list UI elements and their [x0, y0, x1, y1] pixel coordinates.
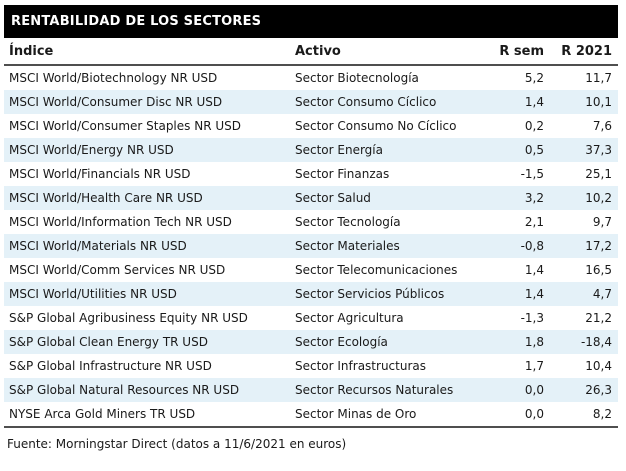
return-ytd-cell: 16,5: [585, 263, 612, 277]
return-week-cell: 2,1: [524, 215, 544, 229]
return-week-cell: 0,0: [524, 383, 544, 397]
table-row: MSCI World/Biotechnology NR USD Sector Bi…: [4, 65, 618, 90]
return-week-cell: -1,5: [520, 167, 544, 181]
asset-name-cell: Sector Agricultura: [295, 311, 404, 325]
table-row: S&P Global Infrastructure NR USD Sector I…: [4, 354, 618, 378]
asset-name-cell: Sector Materiales: [295, 239, 400, 253]
table-row: S&P Global Clean Energy TR USD Sector Eco…: [4, 330, 618, 354]
table-row: MSCI World/Information Tech NR USD Sector…: [4, 210, 618, 234]
table-row: S&P Global Agribusiness Equity NR USD Sec…: [4, 306, 618, 330]
sector-returns-table: Índice Activo R sem R 2021 MSCI World/Bi…: [4, 38, 618, 428]
return-ytd-cell: 17,2: [585, 239, 612, 253]
asset-name-cell: Sector Minas de Oro: [290, 402, 492, 428]
asset-name-cell: Sector Consumo Cíclico: [295, 95, 437, 109]
asset-name-cell: Sector Consumo No Cíclico: [295, 119, 457, 133]
return-week-cell: 1,4: [524, 287, 544, 301]
table-header: Índice Activo R sem R 2021: [4, 38, 618, 66]
index-name-cell: MSCI World/Health Care NR USD: [9, 191, 203, 205]
index-name-cell: MSCI World/Comm Services NR USD: [9, 263, 226, 277]
index-name-cell: MSCI World/Utilities NR USD: [9, 287, 177, 301]
return-ytd-cell: 9,7: [592, 215, 612, 229]
table-row: MSCI World/Financials NR USD Sector Finan…: [4, 162, 618, 186]
table-row: MSCI World/Consumer Staples NR USD Sector…: [4, 114, 618, 138]
table-row: S&P Global Natural Resources NR USD Secto…: [4, 378, 618, 402]
return-week-cell: 0,0: [492, 402, 550, 428]
index-name-cell: MSCI World/Materials NR USD: [9, 239, 187, 253]
return-week-cell: 1,8: [524, 335, 544, 349]
table-row: MSCI World/Comm Services NR USD Sector Te…: [4, 258, 618, 282]
table-row: MSCI World/Utilities NR USD Sector Servic…: [4, 282, 618, 306]
return-week-cell: 1,4: [524, 95, 544, 109]
index-name-cell: MSCI World/Consumer Staples NR USD: [9, 119, 241, 133]
asset-name-cell: Sector Ecología: [295, 335, 388, 349]
table-row: NYSE Arca Gold Miners TR USD Sector Minas…: [4, 402, 618, 428]
column-header-r-2021: R 2021: [550, 38, 618, 66]
return-ytd-cell: 10,2: [585, 191, 612, 205]
asset-name-cell: Sector Salud: [295, 191, 371, 205]
table-row: MSCI World/Health Care NR USD Sector Salu…: [4, 186, 618, 210]
asset-name-cell: Sector Biotecnología: [295, 71, 419, 85]
index-name-cell: S&P Global Infrastructure NR USD: [9, 359, 212, 373]
column-header-activo: Activo: [290, 38, 492, 66]
return-ytd-cell: 7,6: [592, 119, 612, 133]
return-ytd-cell: 11,7: [585, 71, 612, 85]
asset-name-cell: Sector Finanzas: [295, 167, 390, 181]
return-ytd-cell: 10,4: [585, 359, 612, 373]
asset-name-cell: Sector Recursos Naturales: [295, 383, 454, 397]
asset-name-cell: Sector Infrastructuras: [295, 359, 426, 373]
return-week-cell: -0,8: [520, 239, 544, 253]
table-row: MSCI World/Materials NR USD Sector Materi…: [4, 234, 618, 258]
return-week-cell: -1,3: [520, 311, 544, 325]
table-header-row: Índice Activo R sem R 2021: [4, 38, 618, 66]
table-body: MSCI World/Biotechnology NR USD Sector Bi…: [4, 65, 618, 428]
table-row: MSCI World/Consumer Disc NR USD Sector Co…: [4, 90, 618, 114]
panel-title: RENTABILIDAD DE LOS SECTORES: [4, 5, 618, 38]
return-ytd-cell: 26,3: [585, 383, 612, 397]
asset-name-cell: Sector Telecomunicaciones: [295, 263, 458, 277]
return-ytd-cell: 10,1: [585, 95, 612, 109]
return-ytd-cell: 4,7: [592, 287, 612, 301]
return-week-cell: 0,2: [524, 119, 544, 133]
index-name-cell: MSCI World/Financials NR USD: [9, 167, 191, 181]
index-name-cell: NYSE Arca Gold Miners TR USD: [4, 402, 290, 428]
index-name-cell: MSCI World/Information Tech NR USD: [9, 215, 232, 229]
index-name-cell: MSCI World/Consumer Disc NR USD: [9, 95, 223, 109]
return-week-cell: 1,7: [524, 359, 544, 373]
return-week-cell: 3,2: [524, 191, 544, 205]
return-ytd-cell: -18,4: [580, 335, 612, 349]
return-week-cell: 0,5: [524, 143, 544, 157]
source-note: Fuente: Morningstar Direct (datos a 11/6…: [7, 437, 347, 451]
return-ytd-cell: 25,1: [585, 167, 612, 181]
return-ytd-cell: 37,3: [585, 143, 612, 157]
asset-name-cell: Sector Servicios Públicos: [295, 287, 445, 301]
column-header-r-sem: R sem: [492, 38, 550, 66]
index-name-cell: S&P Global Clean Energy TR USD: [9, 335, 208, 349]
return-week-cell: 1,4: [524, 263, 544, 277]
sector-returns-panel: RENTABILIDAD DE LOS SECTORES Índice Acti…: [4, 5, 618, 451]
index-name-cell: S&P Global Natural Resources NR USD: [9, 383, 240, 397]
asset-name-cell: Sector Tecnología: [295, 215, 401, 229]
asset-name-cell: Sector Energía: [295, 143, 383, 157]
table-row: MSCI World/Energy NR USD Sector Energía 0,…: [4, 138, 618, 162]
column-header-indice: Índice: [4, 38, 290, 66]
return-week-cell: 5,2: [524, 71, 544, 85]
index-name-cell: MSCI World/Energy NR USD: [9, 143, 174, 157]
index-name-cell: MSCI World/Biotechnology NR USD: [9, 71, 218, 85]
return-ytd-cell: 8,2: [550, 402, 618, 428]
return-ytd-cell: 21,2: [585, 311, 612, 325]
index-name-cell: S&P Global Agribusiness Equity NR USD: [9, 311, 248, 325]
